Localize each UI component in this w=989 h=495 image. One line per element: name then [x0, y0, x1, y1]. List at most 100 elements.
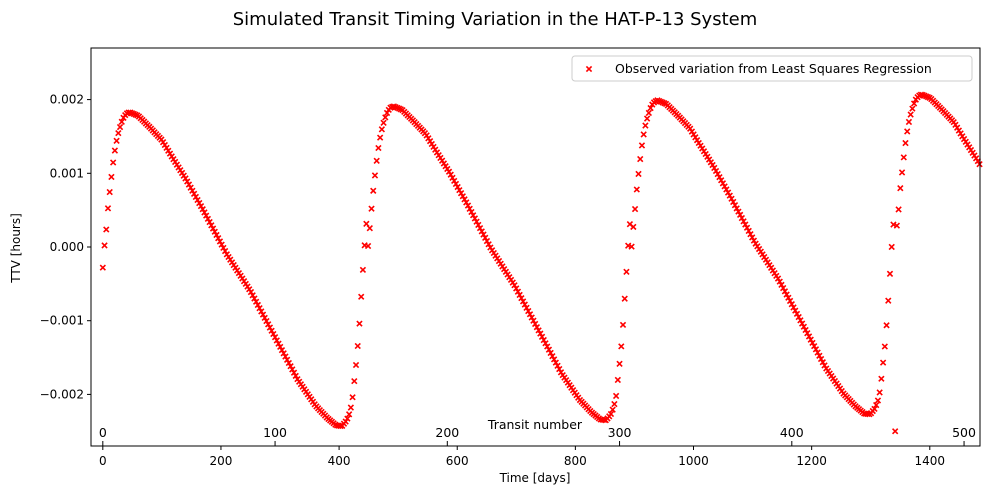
- data-point: [809, 339, 816, 347]
- data-point: [106, 188, 113, 196]
- data-point: [631, 205, 639, 213]
- data-point: [252, 298, 260, 305]
- data-point: [528, 314, 535, 321]
- data-point: [478, 228, 485, 235]
- x-tick-label: 400: [328, 454, 351, 468]
- data-point: [469, 212, 477, 219]
- data-point: [261, 314, 268, 322]
- data-point: [216, 238, 224, 245]
- data-point: [461, 196, 468, 203]
- data-point: [342, 418, 349, 425]
- data-point: [182, 175, 189, 182]
- data-point: [714, 170, 721, 178]
- data-point: [711, 164, 718, 172]
- data-point: [544, 343, 551, 350]
- data-point: [521, 301, 528, 308]
- data-point: [612, 392, 620, 400]
- data-point: [356, 320, 363, 327]
- data-point: [709, 161, 716, 169]
- data-point: [909, 105, 916, 112]
- data-point: [745, 227, 752, 235]
- data-point: [628, 243, 635, 250]
- data-point: [290, 369, 298, 376]
- data-point: [364, 242, 372, 250]
- data-point: [902, 139, 909, 147]
- data-point: [802, 326, 809, 334]
- data-point: [540, 336, 547, 344]
- data-point: [463, 199, 470, 206]
- data-point: [118, 118, 125, 125]
- data-point: [635, 170, 642, 178]
- data-point: [793, 310, 801, 318]
- data-point: [783, 291, 790, 298]
- data-point: [883, 322, 890, 329]
- data-point: [542, 340, 549, 347]
- data-point: [111, 147, 119, 154]
- data-point: [280, 350, 287, 357]
- data-point: [788, 301, 795, 308]
- data-point: [278, 346, 286, 354]
- data-point: [871, 405, 878, 413]
- data-point: [270, 330, 277, 338]
- data-point: [819, 359, 826, 366]
- data-point: [109, 159, 117, 166]
- data-point: [206, 218, 213, 226]
- legend-box: [571, 55, 973, 82]
- y-tick-label: −0.001: [40, 314, 84, 328]
- transit-tick-label: 200: [435, 425, 459, 440]
- legend: Observed variation from Least Squares Re…: [571, 55, 973, 82]
- data-point: [537, 330, 544, 337]
- data-point: [192, 193, 199, 201]
- data-point: [108, 173, 115, 181]
- data-point: [449, 174, 456, 181]
- data-point: [738, 214, 746, 222]
- data-point: [556, 365, 563, 373]
- data-point: [792, 307, 799, 314]
- data-point: [103, 226, 110, 233]
- data-point: [885, 297, 892, 304]
- data-point: [201, 209, 208, 216]
- data-point: [104, 205, 112, 212]
- data-point: [204, 215, 212, 223]
- data-point: [781, 288, 789, 295]
- data-point: [643, 115, 651, 122]
- data-point: [733, 205, 740, 212]
- data-point: [366, 225, 373, 232]
- data-point: [730, 198, 737, 206]
- data-point: [457, 190, 465, 197]
- data-point: [728, 195, 735, 202]
- data-point: [99, 264, 106, 271]
- x-axis-label: Time [days]: [499, 471, 571, 485]
- data-point: [289, 366, 296, 373]
- data-point: [807, 336, 814, 343]
- data-point: [798, 320, 806, 327]
- data-point: [531, 320, 539, 328]
- data-point: [525, 307, 532, 315]
- data-point: [898, 169, 906, 176]
- data-point: [247, 288, 255, 296]
- data-point: [277, 343, 284, 351]
- data-point: [292, 372, 299, 380]
- data-point: [645, 109, 653, 117]
- data-point: [724, 189, 732, 196]
- data-point: [376, 134, 384, 141]
- data-point: [518, 294, 525, 302]
- x-tick-label: 0: [99, 454, 107, 468]
- data-point: [263, 317, 270, 325]
- data-point: [795, 313, 802, 321]
- data-point: [816, 352, 823, 359]
- data-point: [814, 349, 821, 356]
- data-point: [464, 202, 472, 209]
- legend-marker-x-icon: [585, 65, 593, 73]
- data-point: [800, 323, 808, 330]
- data-point: [821, 362, 828, 369]
- data-point: [349, 394, 356, 401]
- data-point: [511, 282, 518, 289]
- data-point: [380, 119, 387, 126]
- transit-number-axis: 0 100 200 300 400 500: [99, 425, 976, 446]
- data-point: [283, 356, 291, 363]
- data-point: [879, 359, 887, 366]
- data-point: [886, 270, 894, 277]
- data-point: [893, 222, 901, 229]
- data-point: [607, 410, 615, 418]
